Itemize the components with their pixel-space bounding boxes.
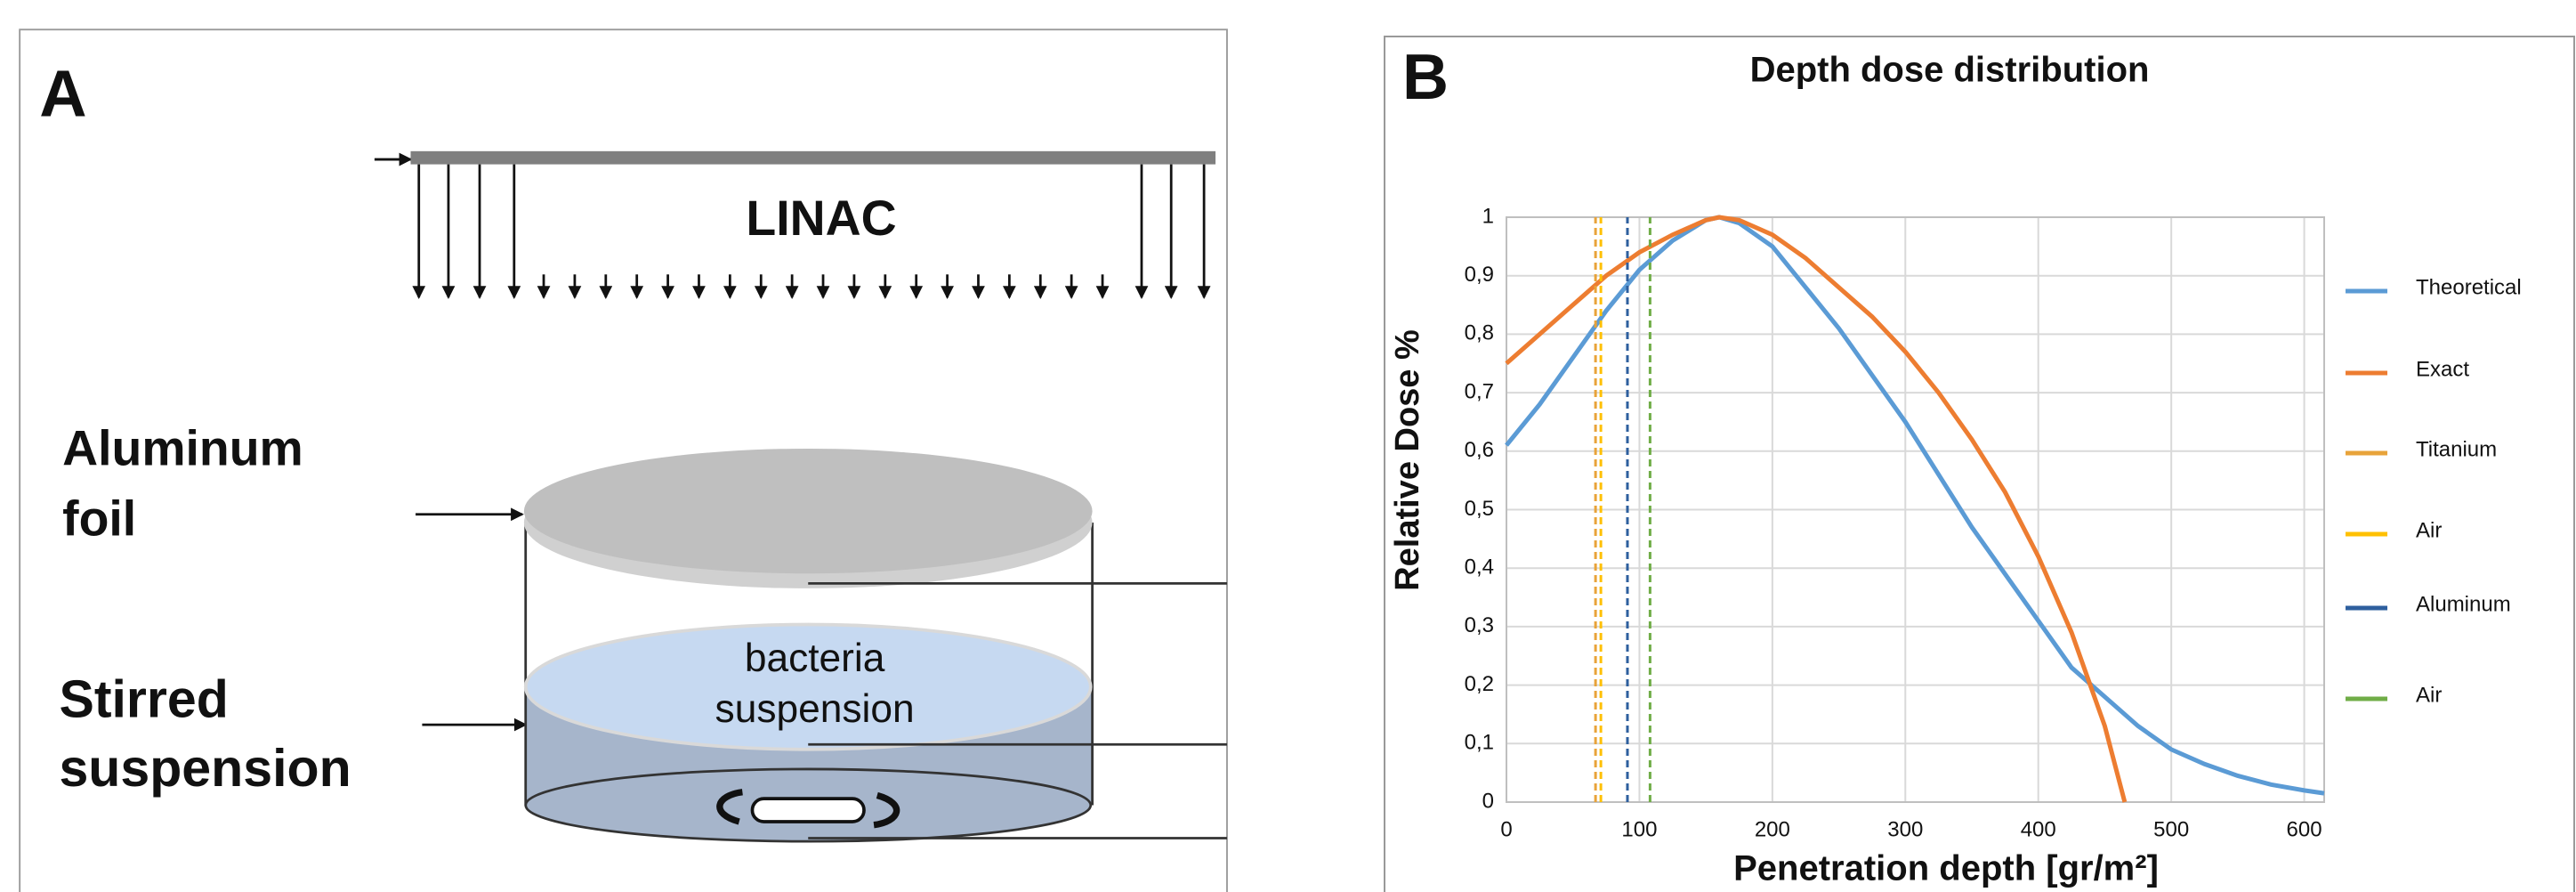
y-tick-label: 0,5 — [1465, 497, 1494, 521]
x-tick-label: 600 — [2287, 817, 2322, 841]
x-axis-label: Penetration depth [gr/m²] — [1733, 849, 2159, 888]
y-tick-label: 0,3 — [1465, 613, 1494, 637]
foil — [523, 448, 1093, 574]
legend-label: Exact — [2416, 357, 2469, 381]
legend-label: Theoretical — [2416, 275, 2522, 299]
panel-frame — [1384, 36, 2575, 892]
y-tick-label: 0 — [1482, 789, 1494, 813]
y-tick-label: 0,6 — [1465, 438, 1494, 462]
legend-label: Aluminum — [2416, 592, 2511, 616]
y-tick-label: 0,7 — [1465, 379, 1494, 403]
liquid-label: suspension — [715, 687, 915, 731]
x-tick-label: 300 — [1887, 817, 1923, 841]
y-axis-label: Relative Dose % — [1389, 329, 1426, 591]
stir-arrow — [873, 791, 900, 829]
foil-label: foil — [62, 491, 136, 547]
liquid-surface — [523, 622, 1093, 751]
y-tick-label: 0,1 — [1465, 731, 1494, 755]
beam-arrows — [412, 164, 1211, 299]
y-tick-label: 0,9 — [1465, 263, 1494, 287]
legend-label: Titanium — [2416, 437, 2497, 461]
series-line — [1505, 215, 2128, 803]
panel-label: B — [1402, 42, 1449, 113]
stir-bar — [750, 797, 866, 823]
x-tick-label: 200 — [1755, 817, 1790, 841]
stir-arrow — [716, 789, 744, 825]
y-tick-label: 0,4 — [1465, 555, 1494, 580]
y-tick-label: 0,8 — [1465, 321, 1494, 345]
x-tick-label: 400 — [2021, 817, 2056, 841]
linac-bar — [410, 150, 1216, 165]
x-tick-label: 500 — [2153, 817, 2189, 841]
x-tick-label: 0 — [1500, 817, 1512, 841]
chart-title: Depth dose distribution — [1750, 51, 2150, 90]
liquid-label: bacteria — [745, 637, 885, 680]
legend-label: Air — [2416, 518, 2442, 542]
stirred-label: suspension — [59, 739, 351, 798]
linac-label: LINAC — [746, 191, 896, 246]
plot-frame — [1506, 216, 2325, 803]
y-tick-label: 1 — [1482, 204, 1494, 228]
panel-label: A — [39, 56, 86, 130]
panel-a: A LINAC Aluminum foil Stirred suspension… — [19, 28, 1228, 892]
foil-label: Aluminum — [62, 420, 303, 475]
plot: 0 0,1 0,2 0,3 0,4 0,5 0,6 0,7 0,8 0,9 1 0 100 200 300 4… — [1465, 204, 2522, 841]
x-tick-label: 100 — [1621, 817, 1657, 841]
stirred-label: Stirred — [59, 670, 228, 729]
y-tick-label: 0,2 — [1465, 672, 1494, 696]
series-line — [1505, 215, 2325, 796]
legend-label: Air — [2416, 683, 2442, 707]
